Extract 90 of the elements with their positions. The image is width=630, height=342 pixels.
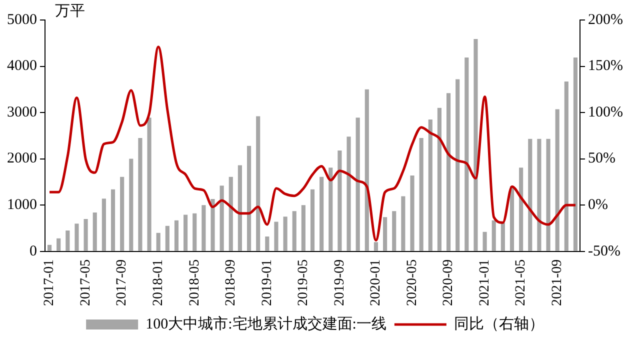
x-tick-label: 2017-05 bbox=[78, 259, 94, 306]
bar bbox=[184, 214, 188, 251]
bar bbox=[92, 212, 97, 251]
bar bbox=[446, 93, 451, 251]
bar bbox=[301, 205, 306, 251]
y2-tick-label: 50% bbox=[588, 150, 616, 167]
line-series bbox=[48, 46, 577, 242]
bar bbox=[310, 189, 315, 251]
bar bbox=[156, 232, 160, 251]
bar bbox=[246, 146, 252, 251]
x-tick-label: 2020-01 bbox=[368, 259, 384, 306]
bar bbox=[56, 238, 61, 251]
bar bbox=[147, 118, 152, 251]
y-tick-label: 5000 bbox=[7, 12, 37, 28]
bar bbox=[482, 232, 487, 251]
y2-tick-label: -50% bbox=[588, 243, 621, 260]
bar bbox=[47, 244, 52, 251]
y-tick-label: 4000 bbox=[7, 58, 37, 74]
bar bbox=[256, 116, 260, 251]
bar bbox=[546, 138, 550, 251]
bar bbox=[528, 138, 532, 251]
x-tick-label: 2018-01 bbox=[151, 259, 166, 306]
bar bbox=[110, 189, 116, 251]
x-tick-label: 2019-05 bbox=[296, 259, 312, 306]
bar bbox=[129, 158, 134, 251]
bar bbox=[210, 199, 215, 251]
x-tick-label: 2021-05 bbox=[514, 259, 529, 306]
y-axis-title: 万平 bbox=[55, 3, 85, 20]
bar bbox=[84, 218, 88, 251]
bar bbox=[428, 119, 432, 251]
x-tick-label: 2019-01 bbox=[260, 259, 275, 306]
bar bbox=[519, 168, 524, 251]
x-tick-label: 2020-09 bbox=[441, 259, 456, 306]
bar bbox=[238, 165, 242, 251]
bar bbox=[102, 198, 106, 251]
x-tick-label: 2019-09 bbox=[332, 259, 348, 306]
bar bbox=[283, 216, 288, 251]
y2-tick-label: 200% bbox=[588, 12, 624, 28]
y-tick-label: 2000 bbox=[7, 150, 37, 167]
bar bbox=[228, 176, 233, 251]
y2-tick-label: 100% bbox=[588, 104, 624, 120]
x-tick-label: 2020-05 bbox=[404, 259, 420, 306]
bar bbox=[419, 138, 424, 251]
bar bbox=[573, 57, 578, 251]
bar bbox=[392, 211, 396, 251]
bar bbox=[328, 168, 333, 251]
bar bbox=[537, 138, 542, 251]
bar bbox=[292, 211, 296, 251]
x-tick-label: 2018-09 bbox=[224, 259, 239, 306]
bar bbox=[165, 226, 170, 251]
bar bbox=[510, 186, 514, 251]
bar bbox=[456, 79, 460, 251]
bar bbox=[346, 136, 351, 251]
y-tick-label: 3000 bbox=[7, 104, 37, 120]
bar bbox=[464, 57, 469, 251]
legend-label: 100大中城市:宅地累计成交建面:一线 bbox=[146, 315, 386, 332]
bar bbox=[437, 108, 442, 251]
bar bbox=[383, 217, 388, 251]
bar bbox=[320, 176, 324, 251]
bar bbox=[356, 118, 360, 251]
bar bbox=[138, 138, 142, 251]
bar bbox=[120, 176, 124, 251]
x-tick-label: 2017-01 bbox=[42, 259, 58, 306]
y2-tick-label: 0% bbox=[588, 197, 608, 214]
bar bbox=[174, 220, 179, 251]
bar bbox=[555, 109, 560, 251]
y-tick-label: 1000 bbox=[7, 197, 37, 214]
bar bbox=[564, 82, 568, 251]
bar bbox=[202, 205, 206, 251]
bar bbox=[192, 213, 197, 251]
bar bbox=[364, 89, 369, 251]
bar bbox=[265, 236, 270, 251]
bar bbox=[410, 175, 414, 251]
y2-tick-label: 150% bbox=[588, 58, 624, 74]
bar bbox=[338, 150, 342, 251]
y-tick-label: 0 bbox=[30, 243, 37, 260]
bar bbox=[374, 242, 378, 251]
bar bbox=[474, 38, 478, 251]
bar bbox=[66, 230, 70, 251]
bar bbox=[274, 222, 278, 251]
legend-label: 同比（右轴） bbox=[454, 315, 544, 332]
bar bbox=[220, 186, 224, 251]
x-tick-label: 2017-09 bbox=[114, 259, 130, 306]
x-tick-label: 2021-01 bbox=[477, 259, 492, 306]
x-tick-label: 2021-09 bbox=[550, 259, 566, 306]
bar bbox=[500, 222, 505, 251]
bar bbox=[401, 196, 406, 251]
x-tick-label: 2018-05 bbox=[187, 259, 202, 306]
bar bbox=[74, 224, 79, 251]
bar bbox=[492, 220, 496, 251]
